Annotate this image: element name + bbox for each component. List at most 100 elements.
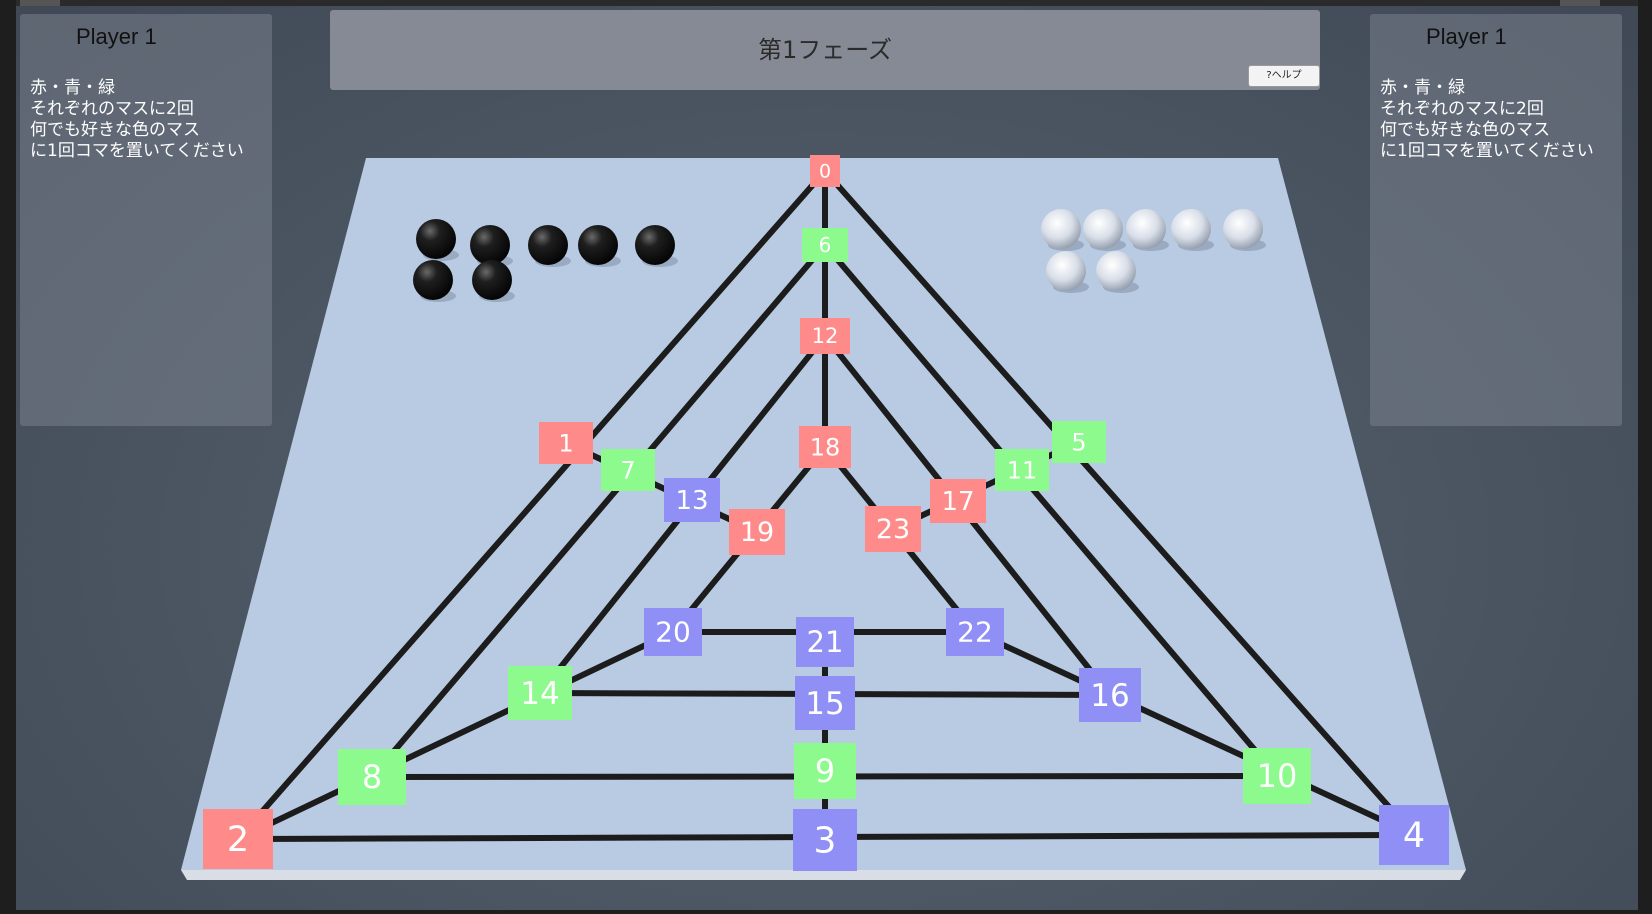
tile-square	[794, 743, 856, 799]
tile-15[interactable]: 15	[795, 676, 855, 730]
tile-square	[664, 478, 720, 522]
black-piece[interactable]	[578, 225, 618, 265]
tile-square	[796, 617, 854, 667]
tile-2[interactable]: 2	[203, 809, 273, 869]
tile-square	[795, 676, 855, 730]
tile-11[interactable]: 11	[995, 449, 1049, 491]
instruction-line: に1回コマを置いてください	[1380, 141, 1594, 161]
tile-square	[799, 426, 851, 468]
tile-square	[802, 228, 848, 262]
right-border	[1638, 0, 1652, 914]
tile-label: 4	[1403, 816, 1425, 856]
tile-square	[946, 608, 1004, 656]
white-piece[interactable]	[1223, 209, 1263, 249]
tile-square	[865, 506, 921, 552]
tile-0[interactable]: 0	[810, 155, 840, 187]
black-piece[interactable]	[528, 225, 568, 265]
tile-square	[1052, 421, 1106, 463]
tile-label: 3	[814, 820, 837, 861]
tile-21[interactable]: 21	[796, 617, 854, 667]
player-panel-left: Player 1 赤・青・緑 それぞれのマスに2回 何でも好きな色のマス に1回…	[20, 14, 272, 426]
tile-label: 0	[819, 160, 831, 182]
instruction-line: それぞれのマスに2回	[30, 99, 194, 119]
tile-label: 13	[675, 486, 708, 516]
tile-square	[930, 479, 986, 523]
tile-square	[1243, 748, 1311, 804]
tile-14[interactable]: 14	[508, 666, 572, 720]
tile-label: 10	[1257, 757, 1298, 795]
tile-label: 18	[810, 433, 841, 461]
phase-title: 第1フェーズ	[757, 36, 893, 64]
instruction-line: 何でも好きな色のマス	[30, 120, 200, 140]
tile-23[interactable]: 23	[865, 506, 921, 552]
instructions: 赤・青・緑 それぞれのマスに2回 何でも好きな色のマス に1回コマを置いてくださ…	[1380, 78, 1652, 162]
tile-label: 8	[362, 758, 382, 796]
player-panel-right: Player 1 赤・青・緑 それぞれのマスに2回 何でも好きな色のマス に1回…	[1370, 14, 1622, 426]
tile-square	[995, 449, 1049, 491]
board-line	[235, 168, 828, 842]
instruction-line: 何でも好きな色のマス	[1380, 120, 1550, 140]
tile-square	[1079, 668, 1141, 722]
phase-bar: 第1フェーズ ?ヘルプ	[330, 10, 1320, 90]
tile-19[interactable]: 19	[729, 509, 785, 555]
bottom-border	[0, 910, 1652, 914]
tile-square	[729, 509, 785, 555]
tile-label: 16	[1090, 678, 1129, 714]
black-piece[interactable]	[413, 260, 453, 300]
tile-4[interactable]: 4	[1379, 805, 1449, 865]
tile-12[interactable]: 12	[800, 318, 850, 354]
tile-square	[810, 155, 840, 187]
white-piece[interactable]	[1171, 209, 1211, 249]
tile-square	[1379, 805, 1449, 865]
editor-top-strip	[0, 0, 1652, 6]
black-piece[interactable]	[416, 219, 456, 259]
tile-label: 19	[740, 517, 774, 548]
black-piece[interactable]	[635, 225, 675, 265]
white-piece[interactable]	[1083, 209, 1123, 249]
board-line	[235, 629, 676, 842]
tile-5[interactable]: 5	[1052, 421, 1106, 463]
tile-20[interactable]: 20	[644, 608, 702, 656]
tile-label: 21	[807, 625, 844, 659]
tile-22[interactable]: 22	[946, 608, 1004, 656]
tile-label: 5	[1071, 428, 1086, 456]
black-piece[interactable]	[470, 225, 510, 265]
tile-label: 11	[1007, 456, 1038, 484]
tile-label: 15	[805, 686, 844, 722]
black-piece[interactable]	[472, 260, 512, 300]
board-line	[369, 242, 828, 780]
tile-18[interactable]: 18	[799, 426, 851, 468]
tile-label: 1	[558, 429, 573, 457]
white-piece[interactable]	[1041, 209, 1081, 249]
tile-6[interactable]: 6	[802, 228, 848, 262]
white-piece[interactable]	[1046, 251, 1086, 291]
tile-square	[800, 318, 850, 354]
tile-16[interactable]: 16	[1079, 668, 1141, 722]
tile-label: 2	[227, 820, 249, 860]
tile-label: 7	[620, 456, 635, 484]
instruction-line: それぞれのマスに2回	[1380, 99, 1544, 119]
tile-3[interactable]: 3	[793, 809, 857, 871]
tile-1[interactable]: 1	[539, 422, 593, 464]
tile-10[interactable]: 10	[1243, 748, 1311, 804]
board-line	[972, 629, 1417, 838]
tile-label: 12	[812, 324, 839, 348]
tile-9[interactable]: 9	[794, 743, 856, 799]
tile-square	[793, 809, 857, 871]
tile-label: 9	[815, 752, 835, 790]
tile-label: 22	[957, 616, 993, 649]
tile-8[interactable]: 8	[338, 749, 406, 805]
tile-7[interactable]: 7	[601, 449, 655, 491]
tile-label: 20	[655, 616, 691, 649]
instruction-line: 赤・青・緑	[30, 78, 115, 98]
tile-17[interactable]: 17	[930, 479, 986, 523]
tile-label: 14	[520, 676, 559, 712]
help-button[interactable]: ?ヘルプ	[1248, 65, 1320, 87]
tile-square	[203, 809, 273, 869]
white-piece[interactable]	[1096, 251, 1136, 291]
tile-13[interactable]: 13	[664, 478, 720, 522]
white-piece[interactable]	[1126, 209, 1166, 249]
instructions: 赤・青・緑 それぞれのマスに2回 何でも好きな色のマス に1回コマを置いてくださ…	[30, 78, 310, 162]
